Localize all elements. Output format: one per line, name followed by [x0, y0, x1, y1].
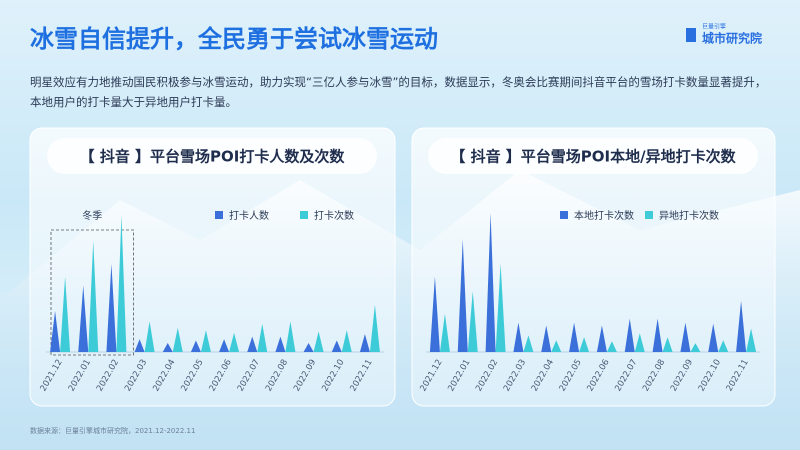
chart-title: 【 抖音 】平台雪场POI打卡人数及次数: [80, 148, 346, 166]
spike: [652, 318, 663, 352]
logo-icon: [686, 28, 696, 42]
annotation-box: [50, 229, 134, 356]
spike: [229, 332, 240, 352]
spike: [485, 212, 496, 352]
spike: [303, 343, 314, 352]
spike: [219, 339, 230, 352]
spike: [275, 336, 286, 352]
annotation: 冬季: [82, 209, 102, 222]
spike: [680, 322, 691, 352]
spike: [313, 331, 324, 352]
spike: [746, 328, 757, 352]
spike: [596, 325, 607, 352]
chart-title-pill: [428, 138, 758, 174]
legend-label: 异地打卡次数: [659, 209, 719, 222]
spike: [736, 301, 747, 352]
spike: [662, 337, 673, 352]
spike: [134, 339, 145, 352]
spike: [579, 337, 590, 352]
spike: [541, 325, 552, 352]
spike: [341, 330, 352, 352]
spike: [718, 340, 729, 352]
spike: [690, 343, 701, 352]
spike: [78, 285, 89, 352]
spike: [634, 333, 645, 352]
logo-small: 巨量引擎: [702, 23, 726, 31]
spike: [551, 340, 562, 352]
spike: [457, 239, 468, 352]
spike: [359, 334, 370, 352]
spike: [429, 276, 440, 352]
intro: 明星效应有力地推动国民积极参与冰雪运动，助力实现“三亿人参与冰雪”的目标，数据显…: [30, 75, 767, 109]
chart-title: 【 抖音 】平台雪场POI本地/异地打卡次数: [450, 148, 736, 166]
source: 数据来源：巨量引擎城市研究院，2021.12-2022.11: [30, 426, 195, 435]
legend-swatch: [215, 211, 223, 219]
legend-swatch: [645, 211, 653, 219]
spike: [331, 340, 342, 352]
spike: [257, 323, 268, 352]
spike: [190, 340, 201, 352]
legend-label: 本地打卡次数: [574, 209, 634, 222]
spike: [200, 330, 211, 352]
spike: [439, 313, 450, 352]
spike: [523, 335, 534, 352]
spike: [513, 322, 524, 352]
spike: [708, 323, 719, 352]
spike: [495, 263, 506, 352]
spike: [60, 276, 71, 352]
logo: 城市研究院: [702, 31, 762, 46]
legend-swatch: [560, 211, 568, 219]
spike: [50, 311, 61, 352]
spike: [606, 341, 617, 352]
spike: [569, 322, 580, 352]
legend-label: 打卡人数: [229, 209, 269, 222]
spike: [162, 343, 173, 352]
spike: [88, 240, 99, 352]
legend-label: 打卡次数: [314, 209, 354, 222]
spike: [467, 291, 478, 352]
spike: [247, 336, 258, 352]
spike: [144, 321, 155, 352]
spike: [116, 215, 127, 352]
spike: [285, 321, 296, 352]
spike: [106, 263, 117, 352]
spike: [369, 304, 380, 352]
spike: [624, 318, 635, 352]
chart-title-pill: [47, 138, 377, 174]
page-title: 冰雪自信提升，全民勇于尝试冰雪运动: [30, 25, 438, 53]
spike: [172, 327, 183, 352]
legend-swatch: [300, 211, 308, 219]
